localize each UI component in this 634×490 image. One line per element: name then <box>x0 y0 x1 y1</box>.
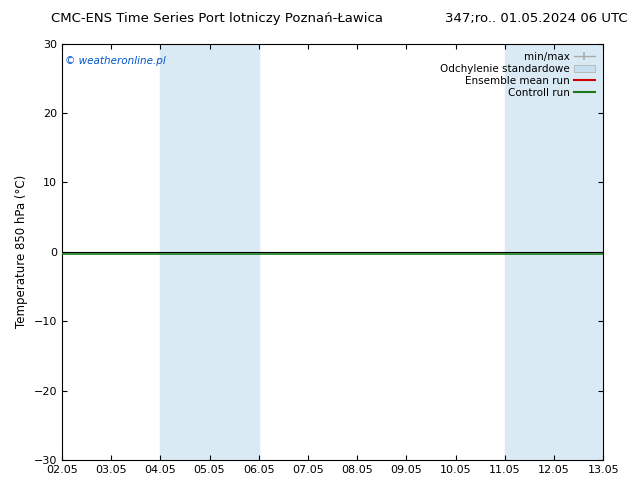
Y-axis label: Temperature 850 hPa (°C): Temperature 850 hPa (°C) <box>15 175 28 328</box>
Text: © weatheronline.pl: © weatheronline.pl <box>65 56 165 66</box>
Bar <box>160 44 259 460</box>
Text: CMC-ENS Time Series Port lotniczy Poznań-Ławica: CMC-ENS Time Series Port lotniczy Poznań… <box>51 12 383 25</box>
Bar <box>505 44 603 460</box>
Text: 347;ro.. 01.05.2024 06 UTC: 347;ro.. 01.05.2024 06 UTC <box>445 12 628 25</box>
Legend: min/max, Odchylenie standardowe, Ensemble mean run, Controll run: min/max, Odchylenie standardowe, Ensembl… <box>437 49 598 101</box>
